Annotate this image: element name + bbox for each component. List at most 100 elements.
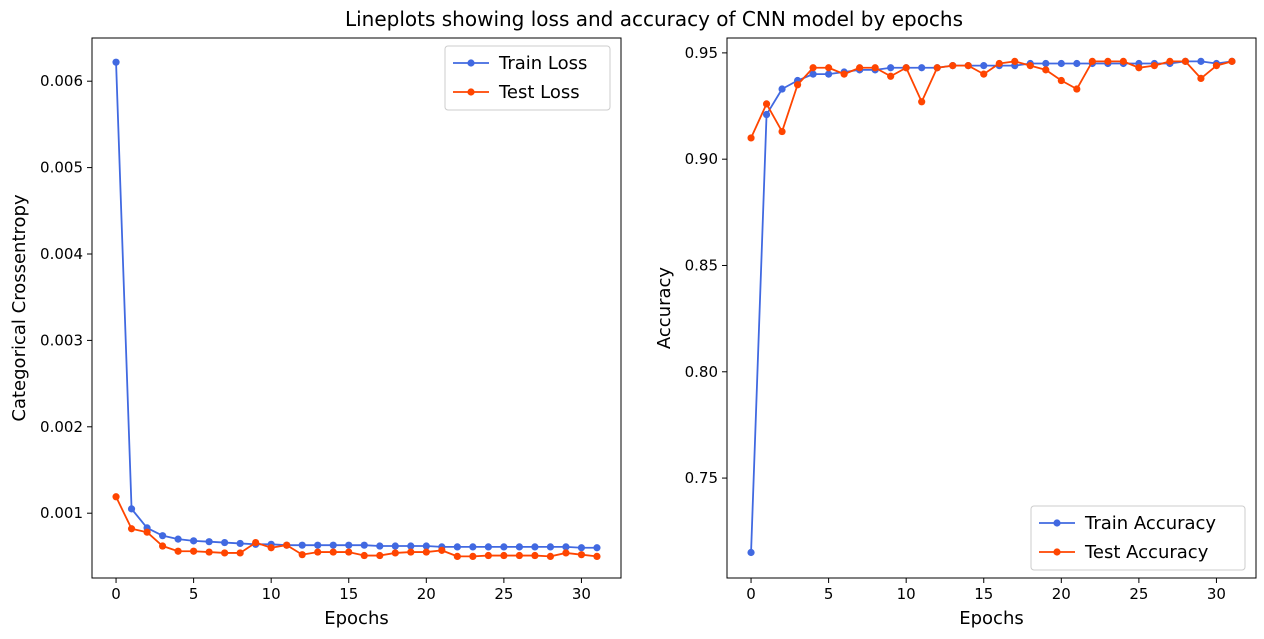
data-point xyxy=(1057,59,1065,68)
data-point xyxy=(407,548,415,556)
data-point xyxy=(1228,57,1236,65)
y-tick-label: 0.003 xyxy=(40,331,83,349)
data-point xyxy=(1104,57,1112,65)
legend-box xyxy=(1030,505,1246,571)
x-tick-label: 15 xyxy=(339,585,358,603)
axes-frame xyxy=(91,37,622,579)
data-point xyxy=(127,525,136,533)
data-point xyxy=(980,62,988,70)
data-point xyxy=(825,64,833,72)
y-tick-label: 0.004 xyxy=(40,245,83,263)
x-tick-label: 10 xyxy=(262,585,281,603)
data-point xyxy=(158,532,167,540)
data-point xyxy=(918,64,926,72)
data-point xyxy=(562,549,570,557)
y-tick-label: 0.001 xyxy=(40,504,83,522)
series-line-test-accuracy xyxy=(750,60,1233,139)
data-point xyxy=(531,551,539,560)
data-point xyxy=(484,543,492,551)
data-point xyxy=(918,98,926,106)
data-point xyxy=(422,548,430,556)
data-point xyxy=(158,542,167,550)
data-point xyxy=(949,62,957,70)
data-point xyxy=(1135,64,1143,72)
data-point xyxy=(546,543,555,551)
x-tick-label: 30 xyxy=(572,585,591,603)
data-point xyxy=(360,541,368,549)
legend-marker xyxy=(1053,548,1061,556)
data-point xyxy=(1119,57,1127,65)
data-point xyxy=(531,543,539,551)
y-axis-label: Accuracy xyxy=(654,267,675,350)
data-point xyxy=(1166,57,1174,65)
data-point xyxy=(345,541,353,549)
x-tick-label: 30 xyxy=(1207,585,1226,603)
series-line-train-accuracy xyxy=(750,60,1233,553)
data-point xyxy=(1026,62,1034,70)
y-tick-label: 0.95 xyxy=(685,44,718,62)
data-point xyxy=(762,100,771,108)
y-tick-label: 0.90 xyxy=(685,150,718,168)
y-tick-label: 0.80 xyxy=(685,363,718,381)
data-point xyxy=(391,549,399,557)
data-point xyxy=(1073,85,1081,93)
data-point xyxy=(345,548,353,556)
data-point xyxy=(515,543,523,551)
data-point xyxy=(469,543,477,551)
data-point xyxy=(298,541,306,549)
data-point xyxy=(593,552,601,561)
data-point xyxy=(329,548,337,556)
data-point xyxy=(422,542,430,550)
x-tick-label: 0 xyxy=(111,585,121,603)
data-point xyxy=(995,59,1003,68)
x-tick-label: 5 xyxy=(824,585,834,603)
data-point xyxy=(793,81,802,89)
legend-marker xyxy=(467,88,475,96)
data-point xyxy=(190,537,198,545)
data-point xyxy=(809,70,817,78)
data-point xyxy=(267,544,275,552)
data-point xyxy=(112,493,120,501)
data-point xyxy=(453,552,461,561)
data-point xyxy=(577,544,586,552)
x-tick-label: 10 xyxy=(897,585,916,603)
data-point xyxy=(190,547,198,555)
data-point xyxy=(809,64,817,72)
data-point xyxy=(329,541,337,549)
legend-label: Train Accuracy xyxy=(1084,513,1216,534)
data-point xyxy=(1088,57,1096,65)
data-point xyxy=(283,541,291,549)
data-point xyxy=(825,70,833,78)
data-point xyxy=(964,62,972,70)
legend-label: Test Accuracy xyxy=(1084,542,1209,563)
data-point xyxy=(871,64,879,72)
data-point xyxy=(562,543,570,551)
legend-box xyxy=(444,45,611,111)
data-point xyxy=(298,551,306,559)
data-point xyxy=(887,72,895,80)
x-tick-label: 20 xyxy=(417,585,436,603)
data-point xyxy=(127,505,136,513)
data-point xyxy=(933,64,941,72)
data-point xyxy=(407,542,415,550)
x-tick-label: 25 xyxy=(494,585,513,603)
data-point xyxy=(221,549,229,557)
legend-label: Train Loss xyxy=(498,53,587,74)
data-point xyxy=(500,551,508,560)
x-tick-label: 15 xyxy=(974,585,993,603)
data-point xyxy=(1042,59,1050,68)
x-tick-label: 5 xyxy=(189,585,199,603)
x-axis-label: Epochs xyxy=(959,608,1024,629)
data-point xyxy=(236,539,244,548)
legend-label: Test Loss xyxy=(498,82,580,103)
data-point xyxy=(174,547,182,555)
data-point xyxy=(856,64,864,72)
axes-frame xyxy=(726,37,1257,579)
data-point xyxy=(112,58,120,66)
y-tick-label: 0.006 xyxy=(40,72,83,90)
data-point xyxy=(1197,74,1205,82)
data-point xyxy=(376,551,384,560)
data-point xyxy=(438,546,446,554)
data-point xyxy=(143,528,151,536)
